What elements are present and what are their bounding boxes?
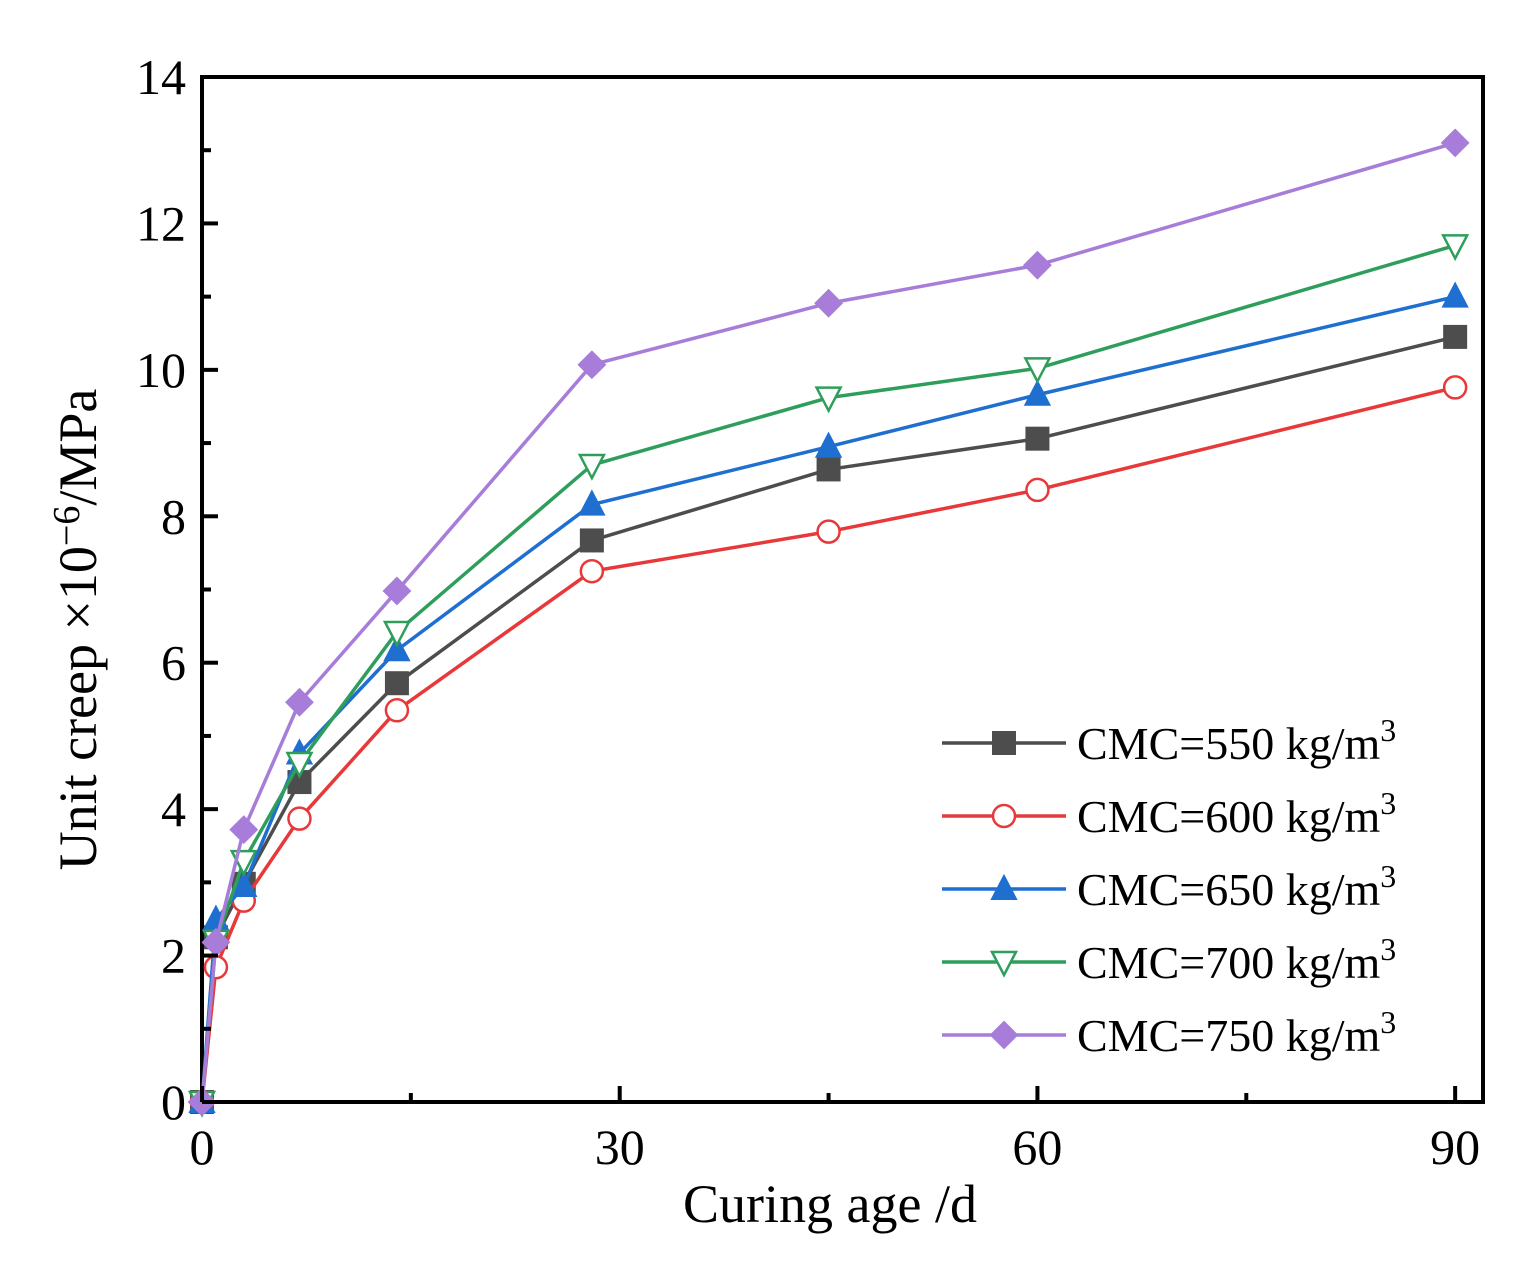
y-axis-title-suffix: /MPa (48, 389, 108, 506)
series-layer (187, 128, 1470, 1118)
legend-label: CMC=650 kg/m3 (1077, 858, 1396, 915)
legend-label-superscript: 3 (1380, 931, 1396, 967)
legend-label-text: CMC=600 kg/m (1077, 791, 1380, 842)
data-point (1023, 379, 1052, 406)
legend-label-superscript: 3 (1380, 858, 1396, 894)
data-point (814, 386, 843, 414)
data-point (578, 489, 606, 516)
data-point (383, 635, 411, 662)
y-axis-title-prefix: Unit creep ×10 (48, 546, 108, 870)
data-point (579, 558, 605, 584)
data-point (384, 671, 409, 696)
legend-label: CMC=550 kg/m3 (1077, 712, 1396, 769)
legend-marker (991, 803, 1017, 829)
data-point (1023, 250, 1052, 280)
x-tick-label: 30 (595, 1119, 645, 1175)
x-tick-label: 90 (1430, 1119, 1480, 1175)
legend-marker (992, 731, 1016, 755)
x-tick-label: 0 (190, 1119, 215, 1175)
legend-entry-5: CMC=750 kg/m3 (942, 1004, 1396, 1061)
y-tick-label: 6 (161, 635, 186, 691)
legend-label: CMC=600 kg/m3 (1077, 785, 1396, 842)
legend-label: CMC=750 kg/m3 (1077, 1004, 1396, 1061)
data-point (1443, 324, 1468, 349)
data-point (1442, 375, 1468, 400)
y-tick-label: 2 (161, 928, 186, 984)
axes-layer: 0 30 60 90 0 2 4 6 8 10 12 14 (136, 49, 1480, 1175)
series-4 (187, 234, 1470, 1118)
data-point (229, 815, 259, 845)
y-tick-label: 12 (136, 195, 186, 251)
y-tick-label: 4 (161, 781, 186, 837)
data-point (1441, 234, 1470, 262)
data-point (382, 576, 412, 606)
legend-marker (989, 1020, 1019, 1050)
legend-label-text: CMC=750 kg/m (1077, 1010, 1380, 1061)
data-point (816, 457, 841, 482)
legend-entry-4: CMC=700 kg/m3 (942, 931, 1396, 988)
series-5 (187, 128, 1470, 1117)
data-point (579, 528, 604, 553)
data-point (382, 620, 411, 648)
legend-entry-2: CMC=600 kg/m3 (942, 785, 1396, 842)
y-axis-title: Unit creep ×10−6/MPa (46, 389, 108, 871)
y-tick-label: 14 (136, 49, 186, 105)
legend-marker (989, 950, 1019, 978)
data-point (230, 870, 258, 898)
legend-entry-1: CMC=550 kg/m3 (942, 712, 1396, 769)
y-tick-label: 10 (136, 342, 186, 398)
legend-label-superscript: 3 (1380, 785, 1396, 821)
legend-label: CMC=700 kg/m3 (1077, 931, 1396, 988)
y-tick-label: 0 (161, 1074, 186, 1130)
legend-label-superscript: 3 (1380, 712, 1396, 748)
data-point (1441, 281, 1469, 308)
x-axis-title: Curing age /d (683, 1174, 977, 1234)
data-point (285, 751, 314, 779)
data-point (285, 687, 314, 717)
data-point (816, 519, 841, 544)
x-tick-label: 60 (1012, 1119, 1062, 1175)
legend-label-superscript: 3 (1380, 1004, 1396, 1040)
data-point (384, 698, 410, 723)
legend-label-text: CMC=550 kg/m (1077, 718, 1380, 769)
data-point (287, 806, 312, 831)
data-point (1440, 128, 1470, 158)
legend-entry-3: CMC=650 kg/m3 (942, 858, 1396, 915)
data-point (1023, 357, 1052, 385)
data-point (577, 350, 607, 380)
data-point (577, 453, 606, 481)
legend-label-text: CMC=700 kg/m (1077, 937, 1380, 988)
data-point (1025, 477, 1050, 503)
y-tick-label: 8 (161, 488, 186, 544)
legend-marker (990, 873, 1018, 900)
data-point (1025, 426, 1050, 451)
y-axis-title-exponent: −6 (46, 506, 88, 546)
legend-label-text: CMC=650 kg/m (1077, 864, 1380, 915)
data-point (814, 288, 843, 318)
data-point (814, 431, 843, 458)
